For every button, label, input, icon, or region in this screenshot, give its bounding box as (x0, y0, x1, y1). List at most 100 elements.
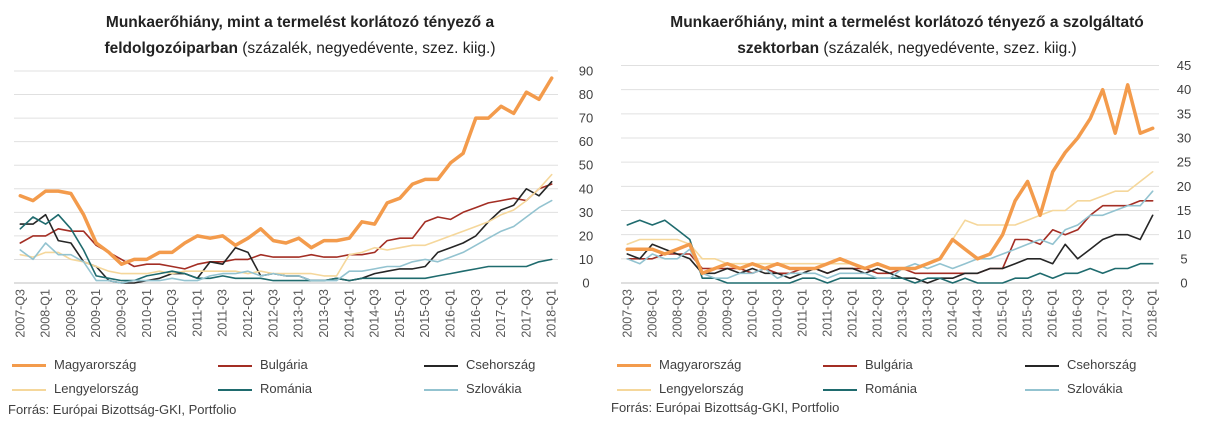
legend-label: Lengyelország (54, 381, 139, 396)
y-tick-label: 20 (579, 228, 593, 243)
y-tick-label: 0 (582, 276, 589, 291)
y-tick-label: 5 (1180, 251, 1187, 266)
x-tick-label: 2015-Q3 (1021, 289, 1035, 338)
x-tick-label: 2010-Q3 (770, 289, 784, 338)
legend-label: Románia (865, 381, 918, 396)
y-tick-label: 60 (579, 134, 593, 149)
legend-label: Csehország (1067, 357, 1137, 372)
y-tick-label: 25 (1177, 155, 1191, 170)
x-tick-label: 2014-Q1 (342, 289, 356, 338)
x-tick-label: 2016-Q1 (443, 289, 457, 338)
legend-swatch (823, 388, 857, 391)
legend-label: Bulgária (260, 357, 308, 372)
x-tick-label: 2009-Q3 (720, 289, 734, 338)
y-tick-label: 10 (579, 252, 593, 267)
y-tick-label: 90 (579, 64, 593, 79)
x-tick-label: 2016-Q3 (469, 289, 483, 338)
y-tick-label: 20 (1177, 179, 1191, 194)
y-tick-label: 50 (579, 158, 593, 173)
chart-subtitle: (százalék, negyedévente, szez. kiig.) (237, 40, 496, 57)
series-lines (625, 83, 1155, 284)
legend-swatch (12, 388, 46, 391)
legend-swatch (424, 364, 458, 367)
legend-swatch (218, 388, 252, 391)
x-tick-label: 2013-Q1 (896, 289, 910, 338)
x-tick-label: 2007-Q3 (13, 289, 27, 338)
legend-swatch (424, 388, 458, 391)
chart-panel-services: Munkaerőhiány, mint a termelést korlátoz… (607, 0, 1214, 426)
x-tick-label: 2008-Q1 (39, 289, 53, 338)
chart-title-bold: Munkaerőhiány, mint a termelést korlátoz… (670, 14, 1144, 31)
source-note: Forrás: Európai Bizottság-GKI, Portfolio (611, 400, 840, 415)
x-tick-label: 2013-Q3 (317, 289, 331, 338)
series-line-Románia (19, 213, 553, 282)
legend-swatch (617, 363, 651, 367)
series-line-Bulgária (19, 183, 553, 270)
y-tick-label: 80 (579, 87, 593, 102)
series-lines (18, 76, 554, 284)
legend-label: Bulgária (865, 357, 913, 372)
x-tick-label: 2017-Q3 (1121, 289, 1135, 338)
y-tick-label: 40 (1177, 82, 1191, 97)
chart-title-bold: szektorban (737, 40, 820, 57)
legend-label: Magyarország (54, 357, 137, 372)
legend-label: Magyarország (659, 357, 742, 372)
x-axis: 2007-Q3 2008-Q1 2008-Q3 2009-Q1 2009-Q3 2010-… (13, 289, 558, 338)
y-axis: 0 5 10 15 20 25 30 35 40 45 (1177, 58, 1191, 291)
x-tick-label: 2009-Q1 (695, 289, 709, 338)
legend-label: Csehország (466, 357, 536, 372)
x-tick-label: 2011-Q1 (190, 289, 204, 337)
chart-panel-manufacturing: Munkaerőhiány, mint a termelést korlátoz… (0, 14, 600, 417)
x-tick-label: 2010-Q3 (165, 289, 179, 338)
x-tick-label: 2008-Q1 (645, 289, 659, 338)
x-tick-label: 2018-Q1 (545, 289, 559, 338)
x-tick-label: 2007-Q3 (620, 289, 634, 338)
y-tick-label: 45 (1177, 58, 1191, 73)
y-axis: 0 10 20 30 40 50 60 70 80 90 (579, 64, 593, 291)
x-tick-label: 2017-Q1 (1096, 289, 1110, 338)
x-tick-label: 2013-Q1 (292, 289, 306, 338)
x-tick-label: 2010-Q1 (140, 289, 154, 338)
x-tick-label: 2014-Q1 (946, 289, 960, 338)
gridlines (14, 70, 558, 260)
series-line-Lengyelország (19, 173, 553, 277)
x-tick-label: 2016-Q3 (1071, 289, 1085, 338)
legend-label: Szlovákia (466, 381, 522, 396)
legend-label: Lengyelország (659, 381, 744, 396)
legend-label: Románia (260, 381, 313, 396)
x-tick-label: 2018-Q1 (1146, 289, 1160, 338)
y-tick-label: 15 (1177, 203, 1191, 218)
x-tick-label: 2015-Q1 (996, 289, 1010, 338)
x-tick-label: 2011-Q1 (795, 289, 809, 337)
chart-title-line-2: szektorban (százalék, negyedévente, szez… (607, 36, 1207, 62)
x-tick-label: 2017-Q1 (494, 289, 508, 338)
series-line-Szlovákia (626, 190, 1154, 280)
series-line-Magyarország (18, 76, 554, 266)
chart-subtitle: (százalék, negyedévente, szez. kiig.) (819, 40, 1077, 57)
chart-title-bold: Munkaerőhiány, mint a termelést korlátoz… (105, 14, 495, 31)
line-chart-manufacturing: 0 10 20 30 40 50 60 70 80 90 2007-Q3 2008-Q1 2008-Q3… (13, 64, 593, 338)
x-tick-label: 2015-Q1 (393, 289, 407, 338)
gridlines (621, 65, 1159, 260)
x-axis: 2007-Q3 2008-Q1 2008-Q3 2009-Q1 2009-Q3 2010-… (620, 289, 1159, 338)
x-tick-label: 2012-Q3 (870, 289, 884, 338)
chart-title-bold: feldolgozóiparban (104, 40, 238, 57)
x-tick-label: 2010-Q1 (745, 289, 759, 338)
x-tick-label: 2011-Q3 (216, 289, 230, 337)
y-tick-label: 30 (579, 205, 593, 220)
legend-swatch (12, 363, 46, 367)
x-tick-label: 2012-Q1 (845, 289, 859, 338)
x-tick-label: 2017-Q3 (519, 289, 533, 338)
x-tick-label: 2014-Q3 (971, 289, 985, 338)
chart-title-line-2: feldolgozóiparban (százalék, negyedévent… (0, 36, 600, 62)
y-tick-label: 70 (579, 111, 593, 126)
source-note: Forrás: Európai Bizottság-GKI, Portfolio (8, 402, 237, 417)
chart-title-line-1: Munkaerőhiány, mint a termelést korlátoz… (607, 10, 1207, 36)
series-line-Szlovákia (19, 199, 553, 284)
x-tick-label: 2008-Q3 (670, 289, 684, 338)
x-tick-label: 2011-Q3 (820, 289, 834, 337)
series-line-Magyarország (625, 83, 1155, 276)
x-tick-label: 2016-Q1 (1046, 289, 1060, 338)
legend-swatch (617, 388, 651, 391)
